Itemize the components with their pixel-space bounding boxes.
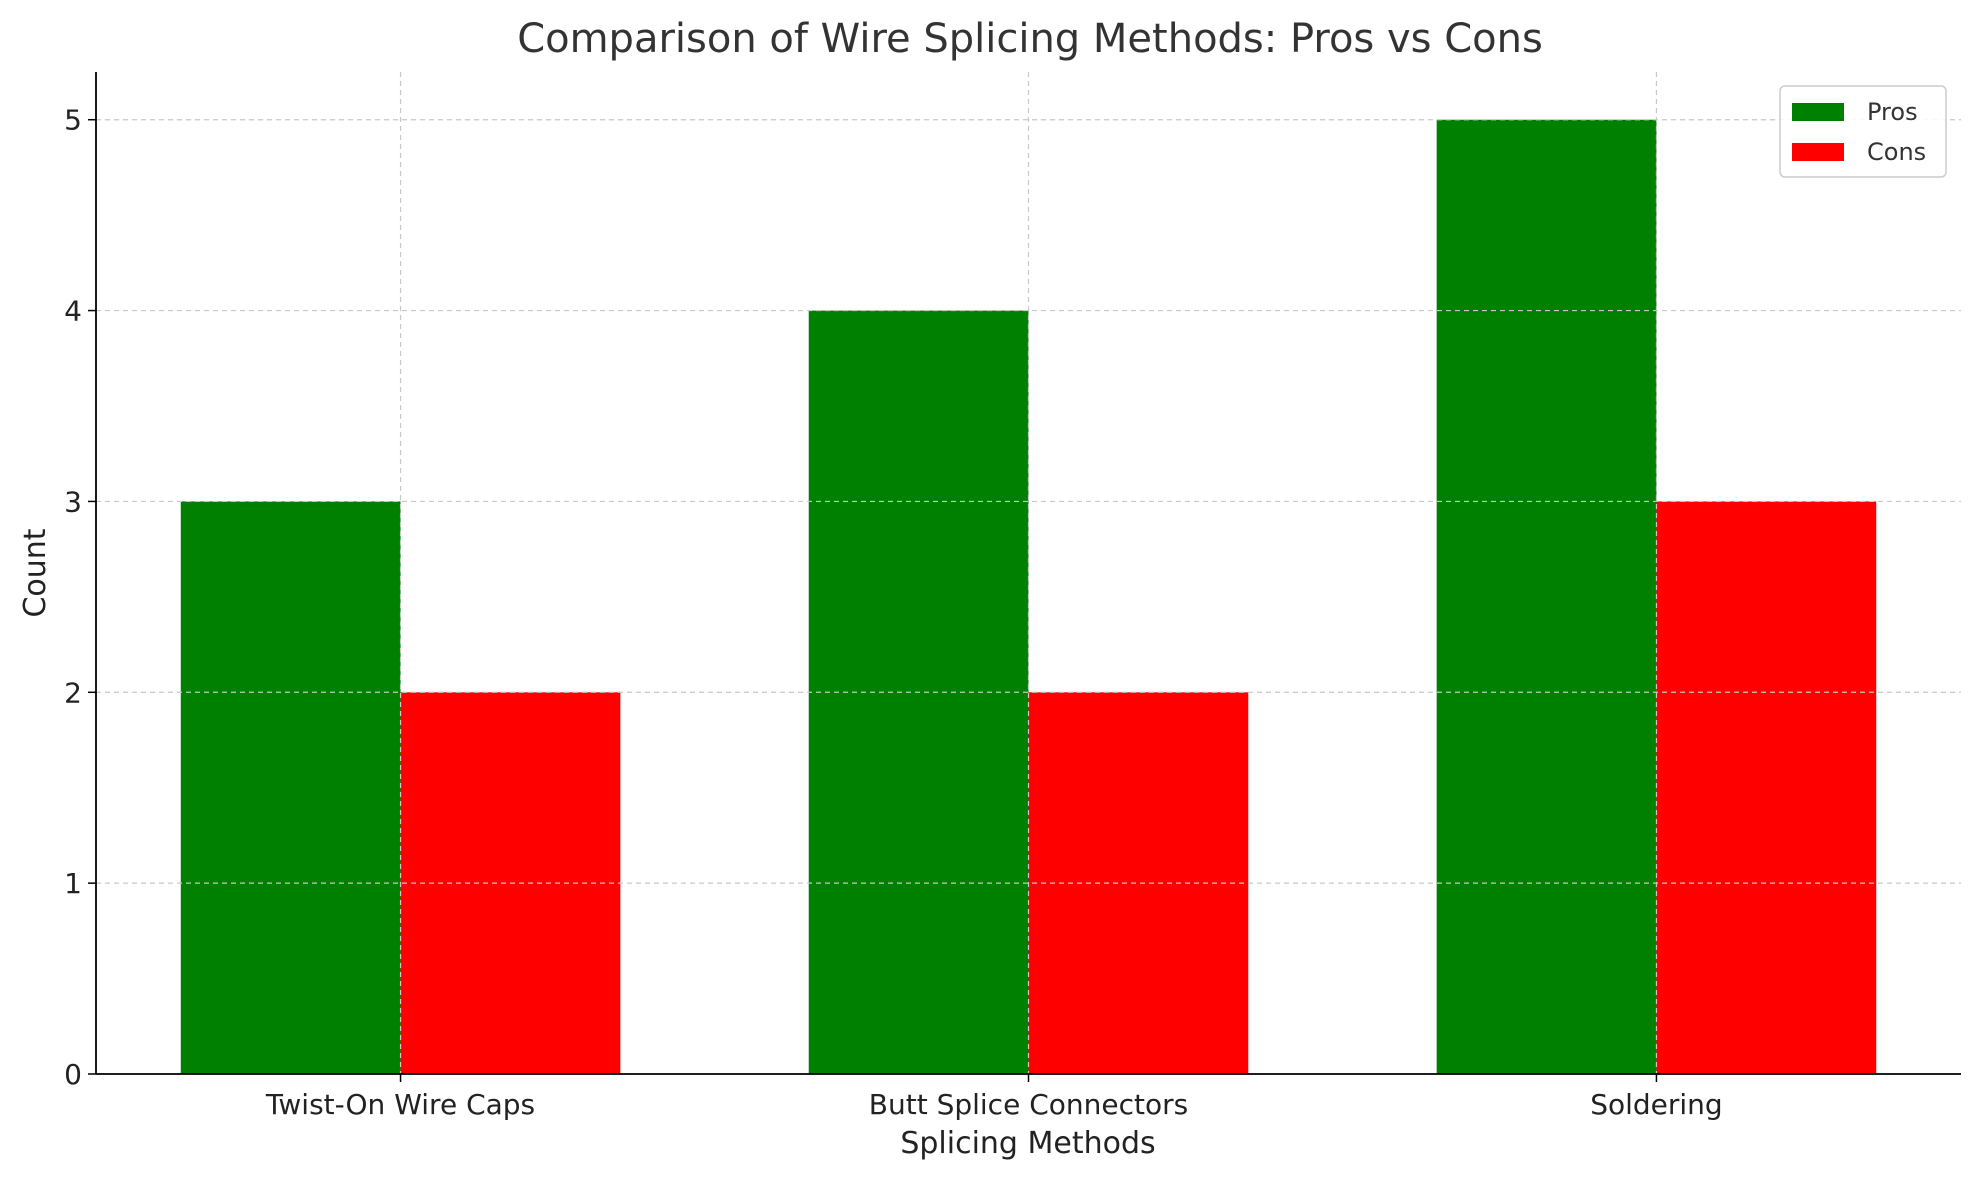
bar-pros	[1436, 119, 1657, 1074]
x-tick-label: Soldering	[1590, 1088, 1723, 1121]
legend-swatch-pros	[1792, 103, 1844, 121]
y-tick-label: 1	[64, 867, 82, 900]
legend-label-cons: Cons	[1867, 138, 1926, 166]
legend-label-pros: Pros	[1867, 98, 1918, 126]
y-tick-label: 0	[64, 1058, 82, 1091]
bar-cons	[1028, 692, 1249, 1074]
legend-swatch-cons	[1792, 143, 1844, 161]
legend: Pros Cons	[1779, 85, 1947, 178]
x-tick-label: Butt Splice Connectors	[869, 1088, 1188, 1121]
ticks: 0 1 2 3 4 5 Twist-On Wire Caps Butt Splice Conn…	[64, 104, 1723, 1121]
y-tick-label: 3	[64, 485, 82, 518]
bar-cons	[1656, 501, 1877, 1074]
x-axis-label: Splicing Methods	[900, 1126, 1155, 1161]
x-tick-label: Twist-On Wire Caps	[265, 1088, 535, 1121]
bar-pros	[180, 501, 401, 1074]
y-tick-label: 2	[64, 676, 82, 709]
y-tick-label: 4	[64, 295, 82, 328]
y-tick-label: 5	[64, 104, 82, 137]
y-axis-label: Count	[18, 528, 53, 617]
chart-title: Comparison of Wire Splicing Methods: Pro…	[517, 16, 1543, 62]
